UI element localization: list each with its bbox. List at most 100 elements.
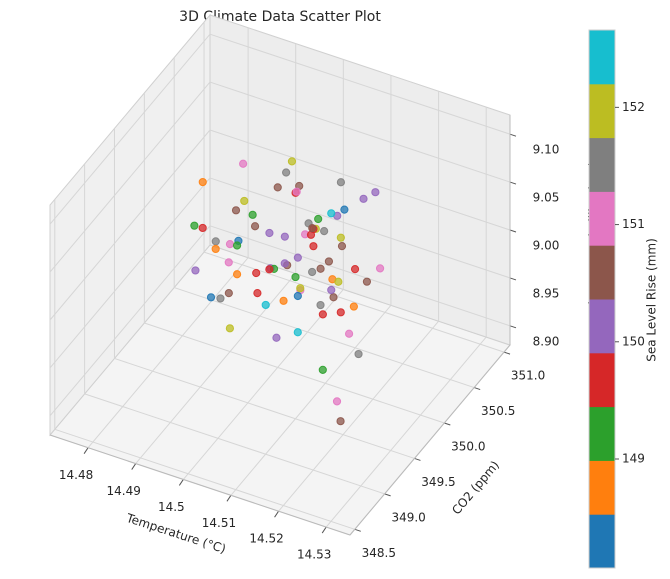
point xyxy=(296,284,305,293)
point xyxy=(306,230,316,239)
grid-line xyxy=(325,336,487,528)
z-tick-label: 9.10 xyxy=(533,143,560,157)
grid-line xyxy=(49,33,211,225)
point xyxy=(354,349,363,359)
point xyxy=(308,224,317,233)
grid-line xyxy=(278,320,439,512)
y-tick xyxy=(503,351,511,355)
point xyxy=(232,241,242,250)
grid-line xyxy=(54,428,355,530)
y-tick xyxy=(354,528,361,532)
x-tick xyxy=(131,463,137,470)
y-tick-label: 350.5 xyxy=(481,404,515,418)
z-tick-label: 9.05 xyxy=(533,191,560,205)
point xyxy=(375,264,385,273)
point xyxy=(318,365,327,374)
y-tick xyxy=(474,387,481,391)
colorbar-tick-label: 150 xyxy=(622,334,645,348)
axis-line xyxy=(49,434,351,536)
axes-3d xyxy=(49,13,511,536)
y-tick-label: 349.0 xyxy=(391,510,425,524)
grid-line xyxy=(209,129,511,231)
z-tick xyxy=(509,229,517,233)
point xyxy=(327,209,336,218)
point xyxy=(324,257,334,266)
point xyxy=(337,242,347,251)
point xyxy=(224,258,233,267)
point xyxy=(248,210,257,219)
colorbar-segment xyxy=(589,460,615,515)
point xyxy=(239,159,248,168)
point xyxy=(314,214,323,224)
point xyxy=(272,333,281,342)
grid-line xyxy=(49,81,211,273)
z-tick-label: 8.90 xyxy=(533,334,560,348)
point xyxy=(191,266,200,275)
colorbar-tick-label: 149 xyxy=(622,451,645,465)
grid-line xyxy=(49,225,211,417)
z-tick xyxy=(509,277,517,281)
point xyxy=(292,187,301,196)
point xyxy=(316,264,325,273)
point xyxy=(282,168,291,177)
colorbar-tick-label: 151 xyxy=(622,217,645,231)
y-tick-label: 349.5 xyxy=(421,475,455,489)
grid-line xyxy=(209,81,511,183)
point xyxy=(293,291,302,301)
y-tick-label: 351.0 xyxy=(511,369,545,383)
x-tick xyxy=(274,510,279,518)
point xyxy=(287,157,297,166)
x-tick-label: 14.48 xyxy=(59,468,93,482)
x-tick-label: 14.5 xyxy=(158,500,185,514)
grid-line xyxy=(84,393,385,495)
point xyxy=(225,324,235,333)
point xyxy=(250,222,260,231)
point xyxy=(240,196,249,206)
point xyxy=(344,329,354,338)
point xyxy=(340,205,349,214)
x-tick-label: 14.51 xyxy=(202,516,236,530)
point xyxy=(198,177,207,187)
point xyxy=(224,289,233,298)
x-tick-label: 14.49 xyxy=(107,484,141,498)
point xyxy=(309,242,318,251)
point xyxy=(211,244,220,254)
point xyxy=(198,223,207,233)
y-tick xyxy=(384,493,391,497)
x-tick xyxy=(83,447,89,454)
point xyxy=(211,237,220,246)
point xyxy=(308,267,317,277)
point xyxy=(336,233,345,242)
x-tick xyxy=(178,479,184,486)
colorbar-segment xyxy=(589,514,615,569)
colorbar-segment xyxy=(589,137,615,192)
colorbar-segment xyxy=(589,299,615,354)
point xyxy=(320,227,329,236)
point xyxy=(349,302,358,311)
x-tick xyxy=(226,495,232,502)
point xyxy=(350,265,360,274)
colorbar-tick-label: 152 xyxy=(622,100,645,114)
point xyxy=(265,265,274,274)
point xyxy=(329,293,338,302)
point xyxy=(232,270,242,279)
point xyxy=(280,259,289,268)
y-tick xyxy=(444,422,451,426)
point xyxy=(291,272,300,282)
point xyxy=(371,188,380,197)
point xyxy=(225,240,235,249)
point xyxy=(265,228,274,238)
point xyxy=(334,277,343,286)
x-tick xyxy=(321,526,327,534)
point xyxy=(216,294,225,303)
point xyxy=(279,296,288,305)
point xyxy=(336,417,345,426)
grid-line xyxy=(230,304,392,496)
axis-line xyxy=(349,344,511,536)
point xyxy=(206,293,216,302)
z-tick xyxy=(509,133,517,137)
grid-line xyxy=(49,129,211,321)
chart-title: 3D Climate Data Scatter Plot xyxy=(179,9,381,25)
grid-line xyxy=(49,177,211,369)
